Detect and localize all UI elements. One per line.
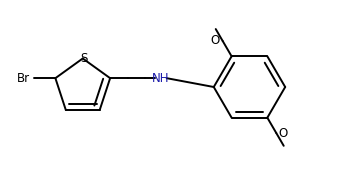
Text: S: S (80, 52, 87, 65)
Text: NH: NH (152, 72, 170, 85)
Text: methoxy: methoxy (192, 16, 237, 26)
Text: Br: Br (16, 72, 30, 85)
Text: methoxy: methoxy (193, 17, 238, 27)
Text: methoxy: methoxy (192, 18, 241, 28)
Text: O: O (211, 34, 220, 48)
Text: O: O (278, 126, 287, 140)
